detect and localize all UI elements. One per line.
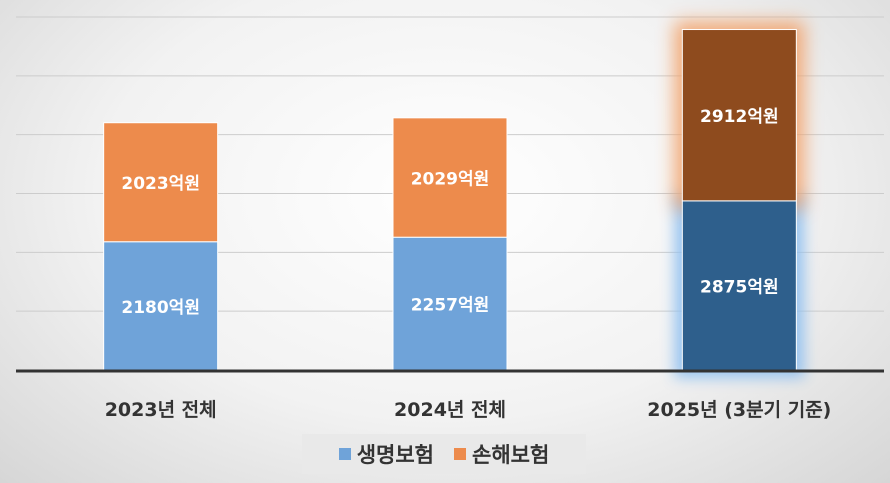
legend-item-nonlife: 손해보험 [454, 439, 549, 469]
data-label: 2912억원 [700, 107, 779, 127]
legend-swatch-nonlife [454, 448, 466, 460]
legend-label-nonlife: 손해보험 [472, 443, 550, 467]
data-label: 2029억원 [411, 170, 490, 190]
legend-item-life: 생명보험 [338, 439, 434, 469]
legend-label-life: 생명보험 [356, 443, 434, 467]
data-labels: 2180억원 2023억원 2257억원 2029억원 2875억원 2912억원 [121, 107, 778, 318]
bar-nonlife [681, 29, 797, 202]
bar-nonlife [392, 117, 508, 238]
legend-swatch-life [338, 448, 351, 460]
bars [103, 29, 797, 371]
x-tick-label: 2024년 전체 [394, 399, 506, 421]
data-label: 2257억원 [411, 296, 490, 316]
bar-life [103, 241, 219, 371]
x-tick-label: 2025년 (3분기 기준) [647, 399, 831, 421]
legend: 생명보험 손해보험 [302, 434, 586, 474]
x-tick-label: 2023년 전체 [105, 399, 217, 421]
bar-life [681, 200, 797, 371]
data-label: 2875억원 [700, 277, 779, 297]
data-label: 2023억원 [121, 174, 200, 194]
data-label: 2180억원 [121, 298, 200, 318]
x-tick-labels: 2023년 전체 2024년 전체 2025년 (3분기 기준) [105, 399, 832, 421]
bar-nonlife [103, 122, 219, 243]
